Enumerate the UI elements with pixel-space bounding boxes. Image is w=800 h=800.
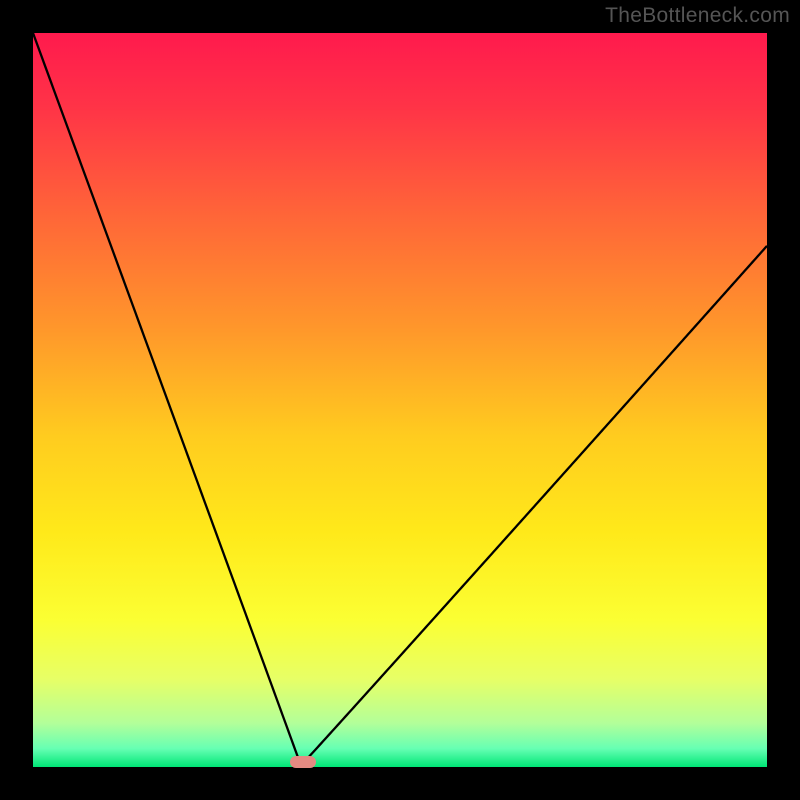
watermark-text: TheBottleneck.com <box>605 4 790 28</box>
gradient-background <box>33 33 767 767</box>
chart-container: TheBottleneck.com <box>0 0 800 800</box>
plot-area <box>33 33 767 767</box>
optimal-marker <box>290 756 316 768</box>
